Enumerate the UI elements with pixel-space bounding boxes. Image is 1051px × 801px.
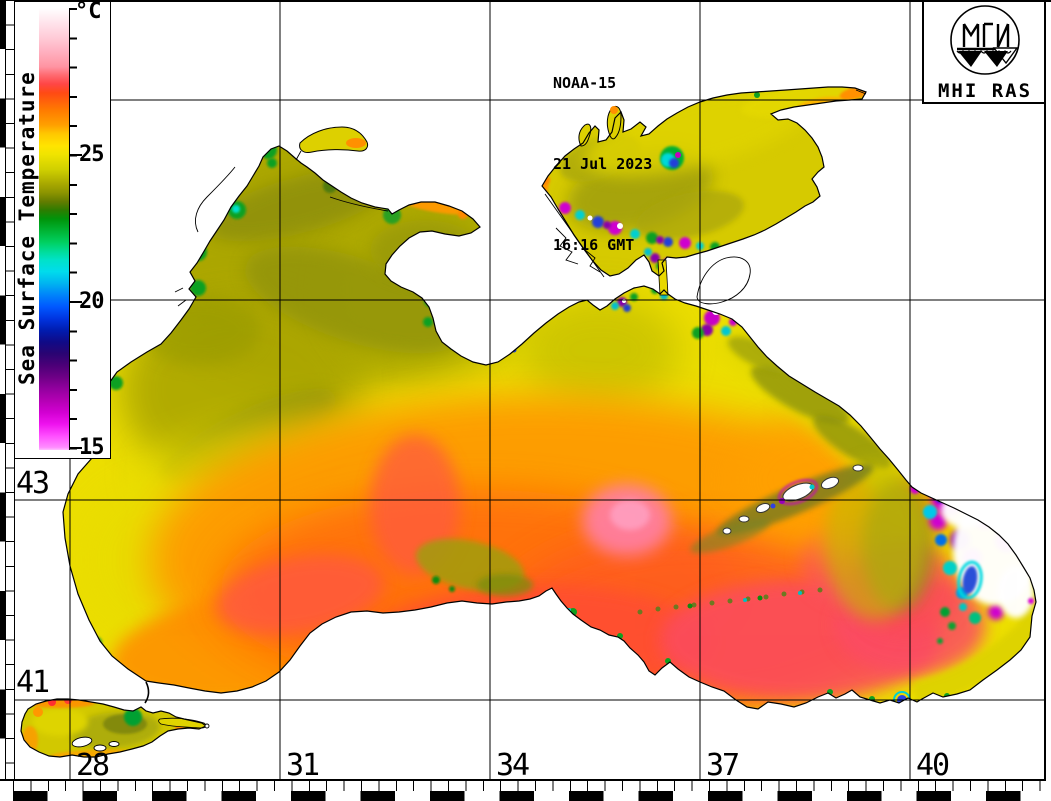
- coast-detail-lines: [71, 89, 867, 752]
- map-border-right: [1044, 0, 1046, 791]
- satellite-name: NOAA-15: [553, 74, 617, 92]
- coastline: [20, 86, 1037, 758]
- mhi-ras-emblem-icon: [950, 5, 1020, 75]
- colorbar-panel: Sea Surface Temperature °C 25 20 15: [13, 0, 111, 460]
- graticule-grid: [13, 2, 1044, 779]
- map-border-left-ticks: [5, 0, 15, 779]
- colorbar-tick-15: [69, 447, 82, 449]
- colorbar-title: Sea Surface Temperature: [15, 71, 39, 385]
- speckle-line: [637, 587, 823, 615]
- acquisition-time: 16:16 GMT: [553, 236, 635, 254]
- colorbar-tick-20: [69, 301, 82, 303]
- lat-label-41: 41: [16, 665, 50, 700]
- lon-label-40: 40: [916, 748, 950, 783]
- lon-label-34: 34: [496, 748, 530, 783]
- mhi-ras-logo: MHI RAS: [922, 2, 1046, 104]
- colorbar-label-20: 20: [79, 289, 104, 314]
- acquisition-date: 21 Jul 2023: [553, 155, 653, 173]
- colorbar-label-25: 25: [79, 142, 104, 167]
- colorbar-gradient: [39, 8, 69, 450]
- colorbar-tick-25: [69, 154, 82, 156]
- liman-water-bodies: [158, 105, 669, 729]
- lon-label-37: 37: [706, 748, 740, 783]
- lat-label-43: 43: [16, 466, 50, 501]
- sea-temperature-field: [22, 87, 1036, 757]
- colorbar-minor-ticks: [69, 8, 77, 450]
- colorbar-unit-label: °C: [75, 0, 102, 24]
- lon-label-28: 28: [76, 748, 110, 783]
- mhi-ras-label: MHI RAS: [937, 80, 1033, 102]
- azov-features: [533, 87, 871, 270]
- map-border-bottom-coarse: [13, 791, 1046, 801]
- lon-label-31: 31: [286, 748, 320, 783]
- colorbar-label-15: 15: [79, 435, 104, 460]
- image-header: NOAA-15 21 Jul 2023 16:16 GMT: [553, 16, 652, 313]
- map-border-top: [0, 0, 1051, 2]
- map-border-corner: [0, 779, 13, 801]
